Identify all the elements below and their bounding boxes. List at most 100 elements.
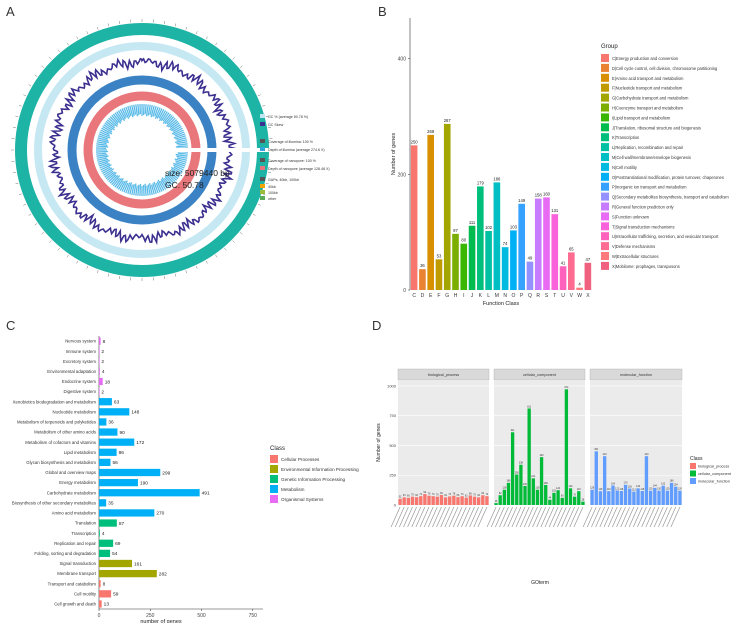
chart-d-bar: [444, 497, 447, 505]
chart-c-bar: [99, 530, 100, 537]
chart-c-legend-swatch: [270, 465, 278, 473]
chart-b-x-tick-label: U: [561, 293, 565, 299]
chart-d-x-tick-label-stub: [466, 507, 475, 527]
inner-feature-tick: [147, 186, 148, 196]
ring-tick: [247, 75, 249, 77]
chart-b-x-tick-label: W: [577, 293, 582, 299]
chart-b-x-tick-label: L: [487, 293, 490, 299]
chart-b-x-tick-label: V: [570, 293, 574, 299]
chart-d-bar: [645, 456, 648, 505]
ring-tick: [19, 105, 22, 106]
chart-c-bar: [99, 519, 117, 526]
chart-b-bar: [551, 214, 558, 290]
chart-d-value-label: 128: [502, 487, 507, 490]
chart-d-bar: [624, 485, 627, 505]
circos-legend-swatch: [260, 166, 265, 170]
chart-b-bar: [469, 226, 476, 290]
chart-d-bar: [666, 491, 669, 505]
chart-b-value-label: 103: [510, 224, 518, 229]
ring-tick: [87, 31, 88, 34]
chart-b-legend-label: X|Mobilome: prophages, transposons: [612, 264, 680, 269]
chart-b-bar: [460, 244, 467, 290]
chart-d-bar: [628, 489, 631, 505]
circos-legend-label: Depth of illumina (average 274.6 X): [268, 148, 325, 152]
chart-c-bar: [99, 600, 102, 607]
chart-b-legend-label: T|Signal transduction mechanisms: [612, 224, 675, 229]
chart-b-plot-area: [410, 18, 592, 290]
chart-c-bar: [99, 439, 134, 446]
circos-rings: [11, 19, 273, 281]
chart-b-value-label: 149: [518, 198, 526, 203]
chart-b-bar: [502, 247, 509, 290]
chart-d-value-label: 811: [527, 405, 531, 408]
inner-feature-tick: [178, 144, 188, 145]
ring-tick: [108, 274, 109, 277]
circos-legend-label: GC Skew: [268, 123, 284, 127]
circos-legend-swatch: [260, 190, 265, 194]
circos-genome-map: size: 5079440 bp GC: 50.78 GC % (average…: [11, 19, 330, 281]
circos-legend-label: other: [268, 197, 277, 201]
chart-d-x-tick-label-stub: [587, 507, 596, 527]
chart-d-value-label: 124: [556, 487, 561, 490]
ring-tick: [186, 27, 187, 30]
panel-letter-a: A: [6, 4, 15, 19]
chart-c-bar: [99, 378, 103, 385]
chart-d-x-tick-label-stub: [549, 507, 558, 527]
chart-b-bar: [427, 135, 434, 290]
ring-tick: [258, 95, 261, 96]
chart-b-legend-swatch: [601, 203, 609, 211]
chart-d-y-axis-title: Number of genes: [376, 423, 382, 462]
ring-tick: [77, 261, 79, 264]
chart-d-x-tick-label-stub: [478, 507, 487, 527]
chart-d-x-tick-label-stub: [528, 507, 537, 527]
chart-b-legend-label: G|Carbohydrate transport and metabolism: [612, 96, 689, 101]
chart-c-bar: [99, 489, 200, 496]
chart-b-x-tick-label: D: [421, 293, 425, 299]
ring-tick: [29, 214, 32, 216]
chart-d-x-tick-label-stub: [474, 507, 483, 527]
chart-d-value-label: 154: [674, 483, 679, 486]
chart-c-value-label: 2: [101, 389, 104, 395]
chart-c-value-label: 2: [101, 359, 104, 365]
chart-d-bar: [419, 496, 422, 505]
chart-c-x-tick-label: 500: [197, 613, 206, 619]
ring-tick: [224, 50, 226, 52]
chart-b-value-label: 65: [569, 246, 574, 251]
chart-b-value-label: 160: [543, 191, 551, 196]
ring-tick: [42, 232, 44, 234]
chart-c-y-tick-label: Xenobiotics biodegradation and metabolis…: [13, 399, 97, 404]
chart-d-value-label: 451: [594, 448, 599, 451]
chart-d-x-tick-label-stub: [445, 507, 454, 527]
chart-d-value-label: 410: [603, 453, 608, 456]
chart-d-bar: [403, 497, 406, 505]
chart-c-y-tick-label: Energy metabolism: [59, 480, 96, 485]
chart-c-bar: [99, 499, 106, 506]
chart-c-y-tick-label: Digestive system: [64, 389, 97, 394]
chart-c-value-label: 63: [114, 400, 120, 406]
chart-c-y-tick-label: Biosynthesis of other secondary metaboli…: [12, 500, 96, 505]
chart-d-value-label: 116: [577, 488, 581, 491]
circos-gap: [142, 148, 272, 152]
chart-d-x-tick-label-stub: [487, 507, 496, 527]
ring-tick: [206, 261, 208, 264]
inner-feature-tick: [138, 185, 139, 196]
chart-d-value-label: 186: [506, 480, 511, 483]
chart-b-bar: [535, 199, 542, 290]
chart-d-x-tick-label-stub: [512, 507, 521, 527]
chart-b-bar: [585, 263, 592, 290]
chart-c-y-tick-label: Environmental adaptation: [47, 369, 96, 374]
chart-d-x-tick-label-stub: [391, 507, 400, 527]
ring-tick: [266, 183, 269, 184]
chart-d-bar: [653, 488, 656, 505]
chart-c-bar: [99, 428, 117, 435]
chart-b-bar: [485, 231, 492, 290]
chart-b-legend-swatch: [601, 163, 609, 171]
chart-d-x-tick-label-stub: [637, 507, 646, 527]
panel-letter-c: C: [6, 318, 15, 333]
chart-b-bar: [518, 204, 525, 290]
chart-c-legend-label: Environmental Information Processing: [281, 467, 359, 472]
chart-d-value-label: 402: [540, 454, 545, 457]
chart-d-value-label: 256: [515, 471, 520, 474]
ring-tick: [253, 85, 256, 87]
